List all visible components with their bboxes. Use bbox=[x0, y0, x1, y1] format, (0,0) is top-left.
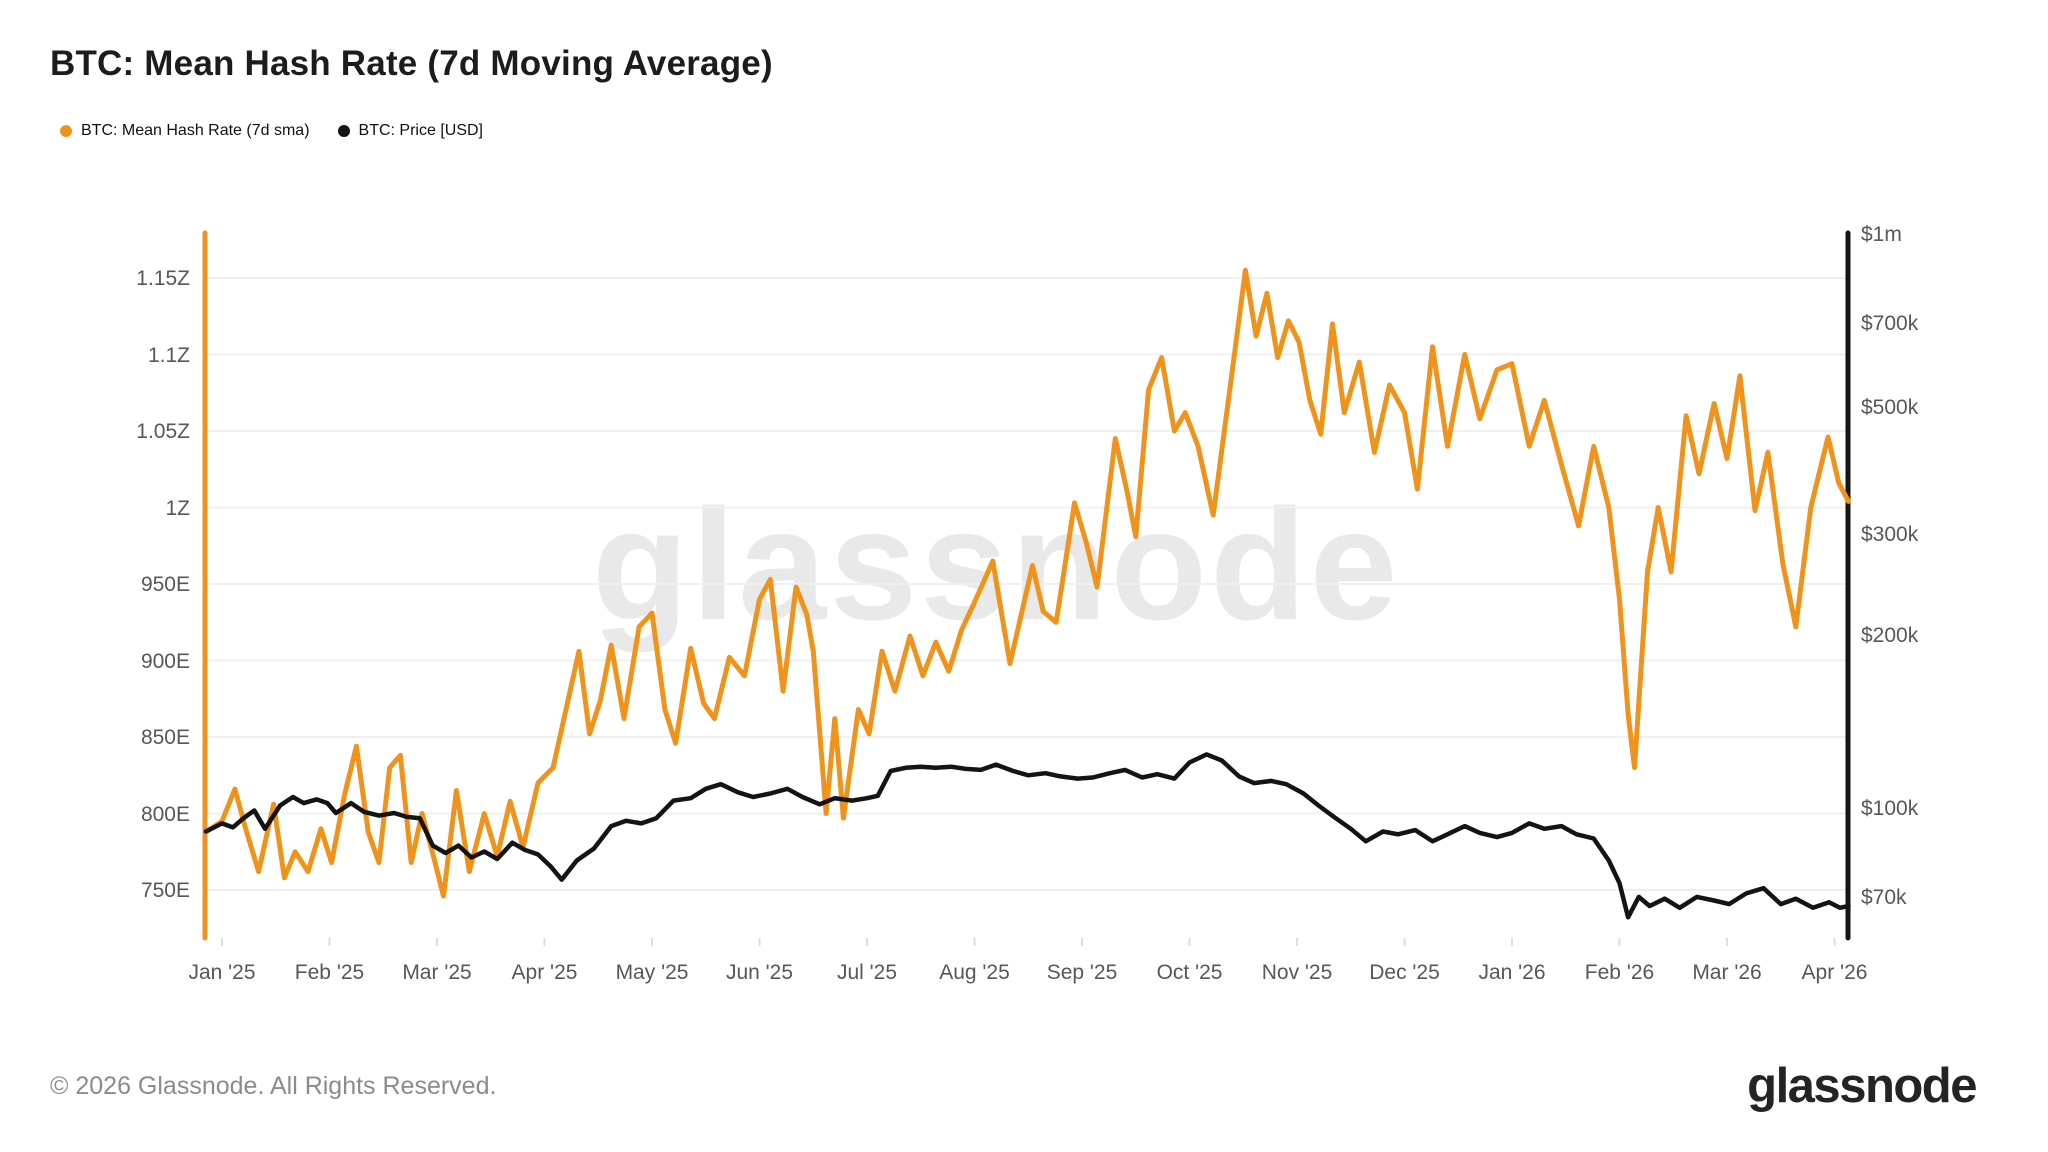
right-axis-tick-label: $1m bbox=[1861, 223, 1902, 246]
legend-dot-hash-rate-icon bbox=[60, 125, 72, 137]
left-axis-tick-label: 850E bbox=[140, 726, 190, 749]
left-axis-tick-label: 750E bbox=[140, 879, 190, 902]
right-axis-tick-label: $70k bbox=[1861, 885, 1907, 909]
right-axis-tick-label: $300k bbox=[1861, 523, 1919, 547]
x-axis-tick-label: Dec '25 bbox=[1369, 961, 1440, 984]
x-axis-tick-label: Nov '25 bbox=[1261, 961, 1333, 984]
x-axis-tick-label: Feb '25 bbox=[294, 961, 365, 984]
right-axis-tick-label: $500k bbox=[1861, 395, 1919, 419]
x-axis-tick-label: Mar '25 bbox=[402, 961, 472, 984]
price-line[interactable] bbox=[203, 752, 1851, 920]
x-axis-tick-label: Jan '25 bbox=[188, 961, 256, 984]
x-axis-tick-label: Jan '26 bbox=[1478, 961, 1546, 984]
x-axis-tick-label: Oct '25 bbox=[1156, 961, 1223, 984]
hash-rate-line[interactable] bbox=[203, 267, 1851, 899]
left-axis-tick-label: 800E bbox=[140, 802, 190, 826]
left-axis-tick-label: 1Z bbox=[165, 496, 190, 520]
legend-label-hash-rate: BTC: Mean Hash Rate (7d sma) bbox=[81, 122, 310, 139]
legend-dot-price-icon bbox=[337, 125, 350, 137]
left-axis-tick-label: 1.1Z bbox=[147, 343, 190, 367]
footer-copyright: © 2026 Glassnode. All Rights Reserved. bbox=[50, 1072, 497, 1100]
right-axis-tick-label: $100k bbox=[1861, 797, 1919, 820]
right-axis-tick-label: $700k bbox=[1861, 311, 1919, 335]
glassnode-logo[interactable]: glassnode bbox=[1747, 1059, 1977, 1113]
legend-item-price[interactable]: BTC: Price [USD] bbox=[337, 122, 483, 140]
left-axis-tick-label: 950E bbox=[140, 573, 190, 596]
page-title: BTC: Mean Hash Rate (7d Moving Average) bbox=[50, 44, 773, 83]
x-axis-tick-label: Mar '26 bbox=[1692, 961, 1762, 984]
left-axis-tick-label: 900E bbox=[140, 649, 190, 673]
left-axis-tick-label: 1.05Z bbox=[136, 420, 190, 443]
x-axis-tick-label: Aug '25 bbox=[939, 961, 1010, 984]
legend-item-hash-rate[interactable]: BTC: Mean Hash Rate (7d sma) bbox=[60, 122, 310, 140]
legend: BTC: Mean Hash Rate (7d sma) BTC: Price … bbox=[60, 122, 483, 140]
legend-label-price: BTC: Price [USD] bbox=[358, 122, 483, 139]
x-axis-tick-label: Feb '26 bbox=[1584, 961, 1655, 984]
x-axis-tick-label: Jun '25 bbox=[725, 961, 794, 984]
left-axis-tick-label: 1.15Z bbox=[136, 267, 190, 290]
x-axis-tick-label: Sep '25 bbox=[1046, 961, 1118, 984]
x-axis-tick-label: Jul '25 bbox=[836, 961, 898, 984]
x-axis-tick-label: Apr '25 bbox=[511, 961, 578, 984]
x-axis-tick-label: May '25 bbox=[615, 961, 689, 984]
x-axis-tick-label: Apr '26 bbox=[1801, 961, 1868, 984]
right-axis-tick-label: $200k bbox=[1861, 624, 1919, 648]
